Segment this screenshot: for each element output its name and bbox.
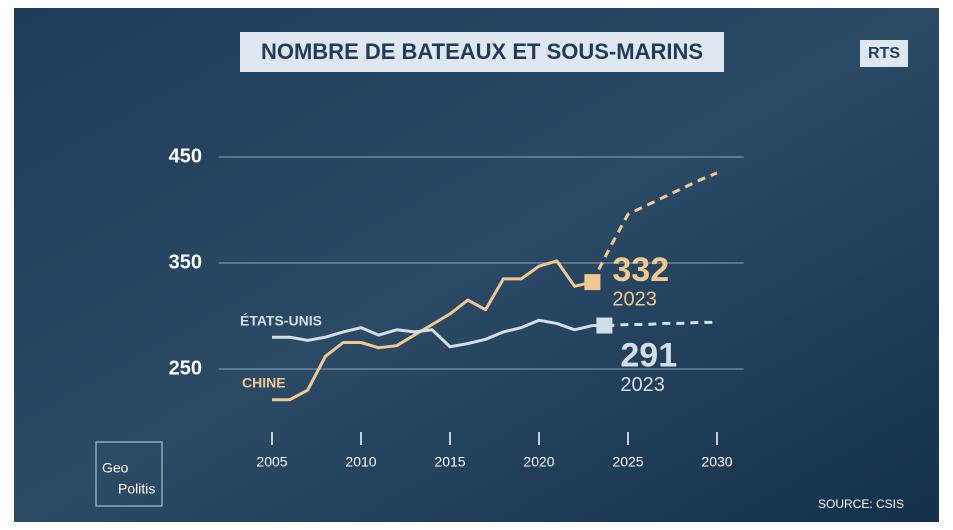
logo-frame: [95, 441, 163, 507]
x-tick-label: 2020: [523, 454, 554, 470]
y-tick-label: 350: [169, 251, 202, 273]
x-tick-label: 2015: [434, 454, 465, 470]
projection-line: [592, 320, 717, 328]
series-line: [272, 318, 593, 349]
value-label: 291: [620, 337, 677, 375]
series-line: [272, 259, 593, 402]
year-label: 2023: [612, 288, 657, 310]
background: [14, 8, 939, 522]
series-label: ÉTATS-UNIS: [240, 313, 322, 329]
chart-title: NOMBRE DE BATEAUX ET SOUS-MARINS: [261, 39, 703, 64]
brand: RTS: [868, 45, 900, 62]
year-label: 2023: [620, 374, 665, 396]
logo-text: Geo: [102, 460, 129, 476]
title-box: [240, 32, 724, 72]
y-tick-label: 450: [169, 145, 202, 167]
brand-box: [860, 40, 908, 67]
end-marker: [596, 317, 613, 334]
projection-line: [591, 171, 718, 283]
logo-text: Politis: [118, 481, 155, 497]
x-tick-label: 2030: [701, 454, 732, 470]
value-label: 332: [612, 251, 669, 289]
y-tick-label: 250: [169, 357, 202, 379]
end-marker: [584, 274, 601, 291]
x-tick-label: 2005: [256, 454, 287, 470]
series-label: CHINE: [242, 375, 286, 391]
x-tick-label: 2025: [612, 454, 643, 470]
source: SOURCE: CSIS: [818, 497, 904, 511]
x-tick-label: 2010: [345, 454, 376, 470]
